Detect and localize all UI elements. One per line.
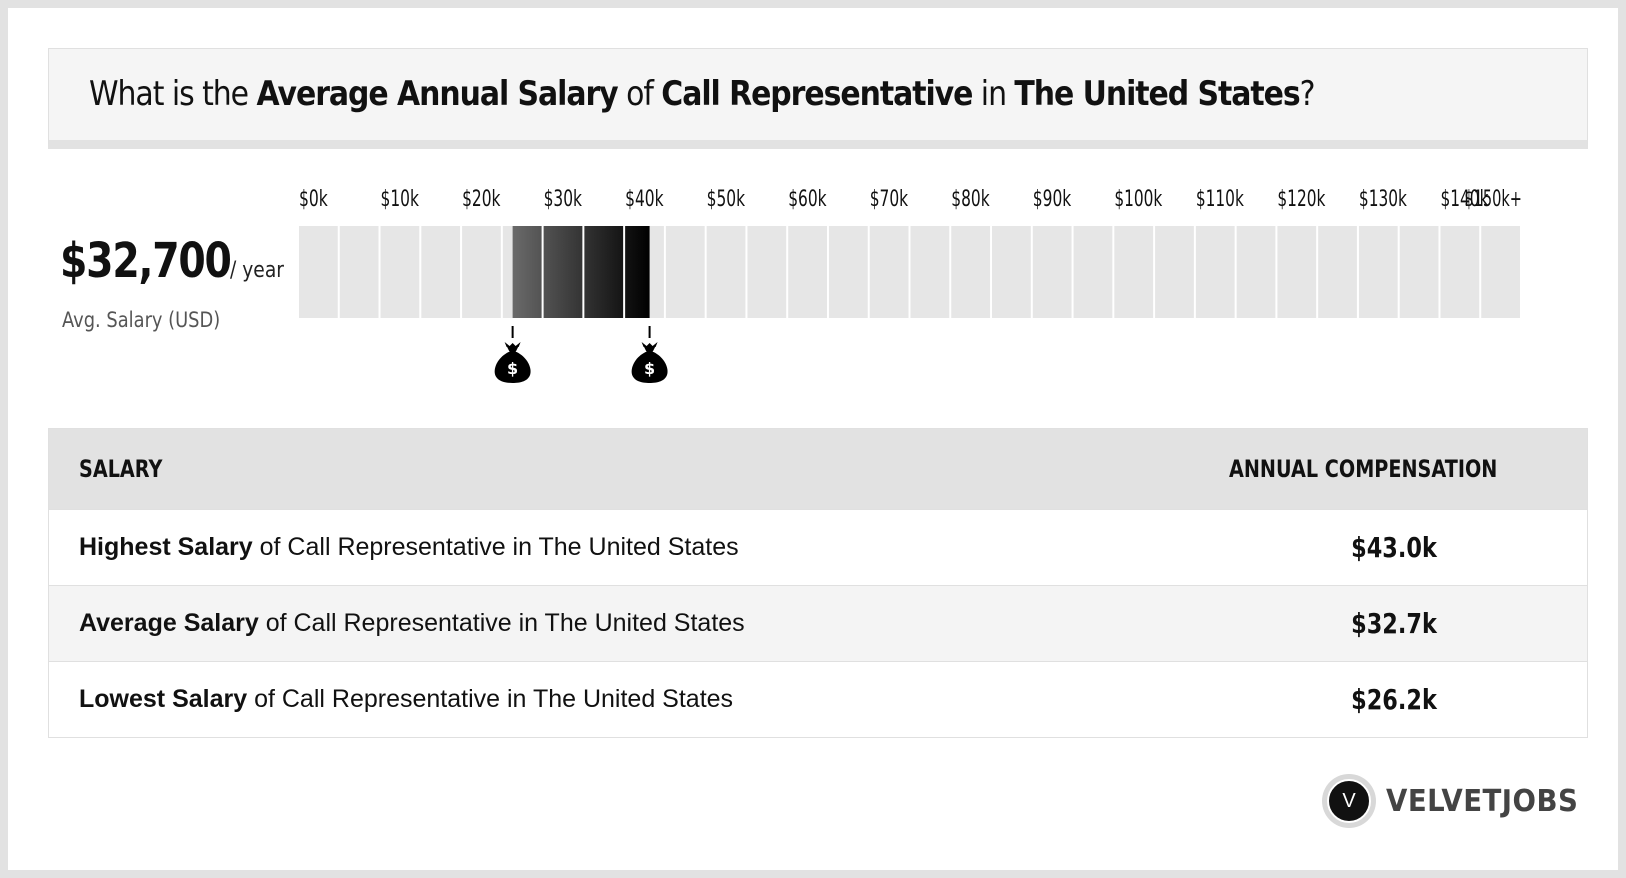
salary-range-bar	[512, 226, 650, 318]
chart-cell	[1399, 226, 1439, 318]
average-salary-unit: / year	[230, 258, 284, 283]
chart-cell	[747, 226, 787, 318]
tick-label: $110k	[1196, 187, 1244, 212]
tick-label: $130k	[1359, 187, 1407, 212]
chart-cell	[1440, 226, 1480, 318]
chart-cell	[1155, 226, 1194, 318]
chart-cell	[299, 226, 338, 318]
chart-cell	[869, 226, 909, 318]
range-separator	[582, 226, 585, 318]
velvetjobs-logo: V VELVETJOBS	[1322, 773, 1595, 829]
chart-cells	[299, 226, 1520, 318]
page-title: What is the Average Annual Salary of Cal…	[89, 74, 1316, 114]
table-row-average: Average Salary of Call Representative in…	[49, 585, 1587, 661]
row-description: Average Salary of Call Representative in…	[79, 609, 745, 637]
money-bag-icon: $	[631, 326, 668, 383]
chart-cell	[706, 226, 746, 318]
chart-cell	[1318, 226, 1357, 318]
tick-label: $20k	[462, 187, 501, 212]
column-header-compensation: ANNUAL COMPENSATION	[1229, 455, 1498, 483]
logo-mark-icon: V	[1322, 774, 1376, 828]
chart-cell	[1032, 226, 1072, 318]
money-bag-symbol: $	[644, 359, 655, 378]
chart-range	[512, 226, 650, 318]
chart-cell	[992, 226, 1031, 318]
table-row-lowest: Lowest Salary of Call Representative in …	[49, 661, 1587, 737]
average-salary-label: Avg. Salary (USD)	[62, 308, 221, 332]
tick-label: $140k	[1440, 187, 1488, 212]
tick-label: $40k	[625, 187, 664, 212]
tick-label: $90k	[1033, 187, 1072, 212]
chart-ticks: $0k $10k $20k $30k $40k $50k $60k $70k $80k $90k $…	[299, 187, 1522, 212]
chart-cell	[462, 226, 501, 318]
row-value: $32.7k	[1351, 607, 1437, 640]
range-separator	[623, 226, 626, 318]
range-separator	[541, 226, 544, 318]
table-row-highest: Highest Salary of Call Representative in…	[49, 509, 1587, 585]
money-bag-icon: $	[494, 326, 531, 383]
chart-cell	[380, 226, 420, 318]
chart-cell	[1114, 226, 1154, 318]
chart-cell	[1358, 226, 1398, 318]
page-header: What is the Average Annual Salary of Cal…	[48, 48, 1588, 149]
chart-cell	[1481, 226, 1520, 318]
table-header: SALARY ANNUAL COMPENSATION	[49, 429, 1587, 509]
chart-cell	[1073, 226, 1113, 318]
tick-label: $10k	[381, 187, 420, 212]
average-salary-amount: $32,700	[60, 233, 232, 289]
row-description: Highest Salary of Call Representative in…	[79, 533, 739, 561]
chart-cell	[1277, 226, 1317, 318]
tick-label: $150k+	[1464, 187, 1522, 212]
salary-card: What is the Average Annual Salary of Cal…	[8, 8, 1618, 870]
tick-label: $0k	[299, 187, 328, 212]
row-description: Lowest Salary of Call Representative in …	[79, 685, 734, 713]
chart-cell	[421, 226, 461, 318]
chart-cell	[828, 226, 868, 318]
column-header-salary: SALARY	[79, 455, 163, 483]
money-bag-symbol: $	[507, 359, 518, 378]
tick-label: $100k	[1114, 187, 1162, 212]
chart-cell	[339, 226, 379, 318]
chart-cell	[665, 226, 705, 318]
chart-cell	[910, 226, 950, 318]
logo-text: VELVETJOBS	[1386, 783, 1579, 819]
logo-letter: V	[1327, 779, 1371, 823]
tick-label: $60k	[788, 187, 827, 212]
row-value: $43.0k	[1351, 531, 1437, 564]
chart-cell	[951, 226, 991, 318]
salary-range-chart: $0k $10k $20k $30k $40k $50k $60k $70k $80k $90k $…	[299, 187, 1522, 383]
tick-label: $70k	[870, 187, 909, 212]
tick-label: $50k	[707, 187, 746, 212]
tick-label: $30k	[544, 187, 583, 212]
chart-cell	[788, 226, 827, 318]
chart-cell	[1236, 226, 1276, 318]
row-value: $26.2k	[1351, 683, 1437, 716]
tick-label: $80k	[951, 187, 990, 212]
chart-markers: $ $	[494, 326, 668, 383]
salary-table: SALARY ANNUAL COMPENSATION Highest Salar…	[48, 428, 1588, 738]
tick-label: $120k	[1277, 187, 1325, 212]
chart-cell	[1195, 226, 1235, 318]
